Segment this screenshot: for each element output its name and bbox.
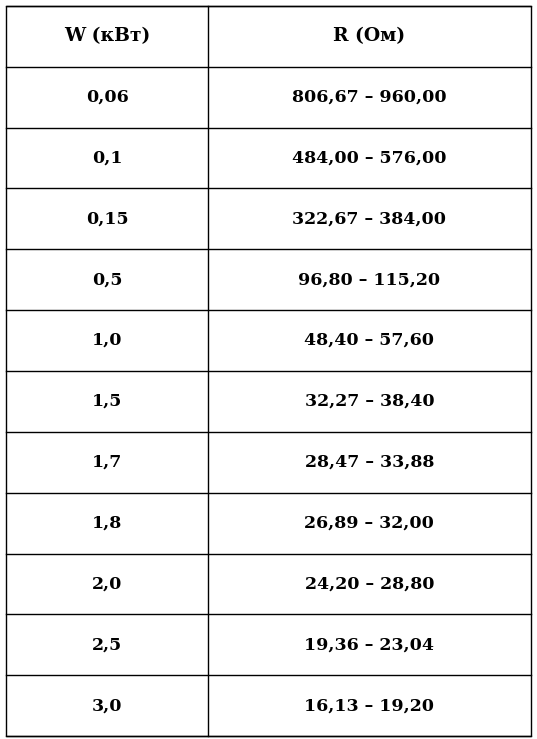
Text: 322,67 – 384,00: 322,67 – 384,00	[292, 211, 446, 228]
Text: 1,0: 1,0	[92, 332, 122, 349]
Text: 0,1: 0,1	[92, 149, 122, 166]
Text: 2,5: 2,5	[92, 636, 122, 653]
Text: 0,06: 0,06	[86, 89, 129, 106]
Text: 1,5: 1,5	[92, 393, 122, 410]
Text: 0,5: 0,5	[92, 271, 122, 288]
Text: R (Ом): R (Ом)	[333, 27, 405, 45]
Text: 24,20 – 28,80: 24,20 – 28,80	[304, 576, 434, 593]
Text: W (кВт): W (кВт)	[64, 27, 150, 45]
Text: 1,8: 1,8	[92, 514, 122, 531]
Text: 0,15: 0,15	[86, 211, 129, 228]
Text: 26,89 – 32,00: 26,89 – 32,00	[304, 514, 434, 531]
Text: 484,00 – 576,00: 484,00 – 576,00	[292, 149, 447, 166]
Text: 19,36 – 23,04: 19,36 – 23,04	[304, 636, 434, 653]
Text: 2,0: 2,0	[92, 576, 122, 593]
Text: 96,80 – 115,20: 96,80 – 115,20	[299, 271, 440, 288]
Text: 28,47 – 33,88: 28,47 – 33,88	[304, 454, 434, 471]
Text: 806,67 – 960,00: 806,67 – 960,00	[292, 89, 447, 106]
Text: 16,13 – 19,20: 16,13 – 19,20	[304, 697, 434, 714]
Text: 3,0: 3,0	[92, 697, 122, 714]
Text: 1,7: 1,7	[92, 454, 122, 471]
Text: 32,27 – 38,40: 32,27 – 38,40	[304, 393, 434, 410]
Text: 48,40 – 57,60: 48,40 – 57,60	[304, 332, 434, 349]
